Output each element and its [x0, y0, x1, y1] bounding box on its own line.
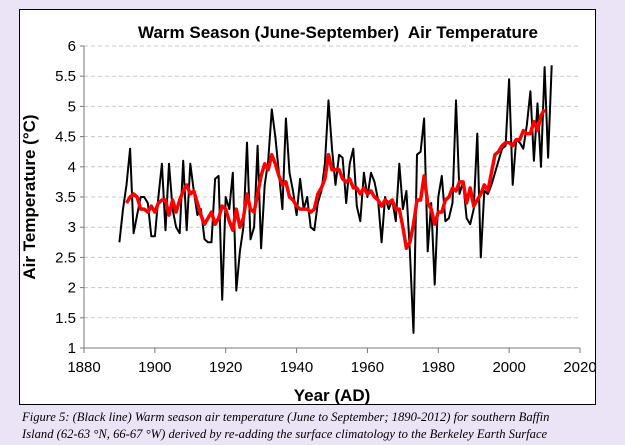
annual-temperature-line	[118, 65, 553, 334]
x-tick-label: 1940	[280, 359, 313, 376]
y-tick-label: 3.5	[55, 189, 76, 206]
y-tick-label: 5	[68, 98, 76, 115]
smoothed-temperature-line	[124, 108, 547, 251]
y-tick-label: 4.5	[55, 129, 76, 146]
y-tick-label: 4	[68, 159, 76, 176]
temperature-chart: Warm Season (June-September) Air Tempera…	[20, 23, 597, 405]
x-tick-label: 2000	[492, 359, 525, 376]
y-tick-label: 1	[68, 340, 76, 357]
x-tick-label: 1960	[351, 359, 384, 376]
x-tick-label: 1900	[138, 359, 171, 376]
y-tick-label: 3	[68, 219, 76, 236]
y-tick-label: 6	[68, 38, 76, 55]
caption-line-2: Island (62-63 °N, 66-67 °W) derived by r…	[22, 427, 548, 441]
x-tick-label: 1880	[67, 359, 100, 376]
y-tick-label: 5.5	[55, 68, 76, 85]
caption-line-1: Figure 5: (Black line) Warm season air t…	[22, 410, 550, 424]
x-axis-title: Year (AD)	[294, 386, 371, 405]
y-tick-label: 2	[68, 280, 76, 297]
chart-title: Warm Season (June-September) Air Tempera…	[138, 23, 538, 42]
y-axis-title: Air Temperature (°C)	[20, 114, 39, 279]
figure-caption: Figure 5: (Black line) Warm season air t…	[22, 409, 622, 443]
y-tick-label: 1.5	[55, 310, 76, 327]
x-tick-label: 2020	[563, 359, 596, 376]
y-tick-label: 2.5	[55, 249, 76, 266]
x-tick-label: 1980	[422, 359, 455, 376]
x-tick-label: 1920	[209, 359, 242, 376]
